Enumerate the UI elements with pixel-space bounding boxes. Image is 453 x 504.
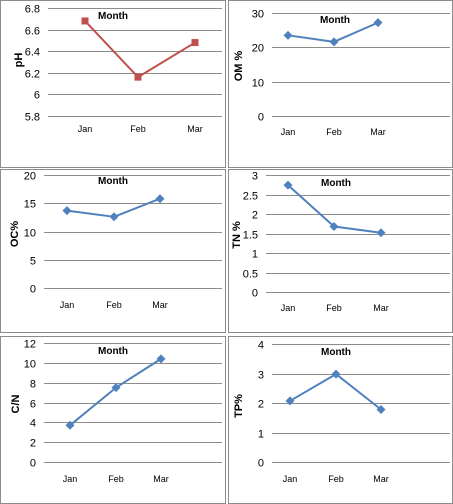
y-tick-label: 20 — [24, 171, 36, 183]
chart-title: Month — [98, 346, 128, 357]
y-axis-label: OM % — [233, 51, 245, 82]
data-point — [376, 404, 386, 414]
y-tick-label: 10 — [24, 228, 36, 240]
y-axis-label: pH — [13, 53, 25, 68]
y-tick-label: 0 — [258, 458, 264, 470]
data-point — [111, 383, 121, 393]
y-tick-label: 4 — [258, 340, 264, 352]
data-point — [81, 17, 89, 25]
data-point — [329, 221, 339, 231]
y-tick-label: 4 — [30, 418, 36, 430]
x-tick-label: Feb — [108, 474, 124, 484]
x-tick-label: Feb — [130, 124, 146, 134]
y-tick-label: 2 — [258, 399, 264, 411]
y-tick-label: 6.6 — [25, 26, 40, 38]
y-tick-label: 30 — [252, 9, 264, 21]
y-tick-label: 0 — [258, 112, 264, 124]
x-tick-label: Jan — [78, 124, 93, 134]
data-point — [65, 420, 75, 430]
chart-title: Month — [98, 11, 128, 22]
chart-svg: 0 10 20 30 Jan Feb Mar Month OM % — [228, 0, 453, 168]
y-tick-label: 20 — [252, 43, 264, 55]
data-point — [156, 354, 166, 364]
chart-svg: 5.8 6 6.2 6.4 6.6 6.8 Jan Feb Mar Month pH — [0, 0, 226, 168]
chart-title: Month — [98, 176, 128, 187]
y-tick-label: 6 — [30, 399, 36, 411]
chart-oc: 0 5 10 15 20 Jan Feb Mar Month OC% — [0, 169, 226, 333]
x-tick-label: Feb — [326, 127, 342, 137]
chart-frame — [0, 169, 226, 333]
y-tick-label: 6.2 — [25, 69, 40, 81]
data-point — [283, 30, 293, 40]
y-axis-label: TP% — [233, 394, 245, 418]
data-point — [109, 212, 119, 222]
data-point — [283, 180, 293, 190]
y-tick-label: 10 — [252, 78, 264, 90]
y-tick-label: 6.8 — [25, 4, 40, 16]
y-tick-label: 3 — [258, 370, 264, 382]
x-tick-label: Jan — [281, 303, 296, 313]
x-tick-label: Jan — [281, 127, 296, 137]
data-point — [62, 206, 72, 216]
chart-title: Month — [321, 178, 351, 189]
chart-om: 0 10 20 30 Jan Feb Mar Month OM % — [228, 0, 453, 168]
y-tick-label: 0 — [252, 288, 258, 300]
y-tick-label: 2 — [30, 438, 36, 450]
data-point — [331, 369, 341, 379]
data-point — [285, 396, 295, 406]
y-tick-label: 3 — [252, 171, 258, 183]
data-point — [191, 39, 199, 47]
chart-frame — [228, 0, 453, 168]
data-point — [155, 194, 165, 204]
y-axis-label: OC% — [9, 221, 21, 248]
x-tick-label: Jan — [283, 474, 298, 484]
y-tick-label: 10 — [24, 359, 36, 371]
data-point — [373, 18, 383, 28]
chart-svg: 0 1 2 3 4 Jan Feb Mar Month TP% — [228, 336, 453, 504]
y-tick-label: 5.8 — [25, 112, 40, 124]
chart-title: Month — [321, 347, 351, 358]
chart-tp: 0 1 2 3 4 Jan Feb Mar Month TP% — [228, 336, 453, 504]
chart-tn: 0 0.5 1 1.5 2 2.5 3 Jan Feb Mar Month TN % — [228, 169, 453, 333]
y-tick-label: 15 — [24, 199, 36, 211]
x-tick-label: Mar — [373, 303, 389, 313]
chart-svg: 0 0.5 1 1.5 2 2.5 3 Jan Feb Mar Month TN % — [228, 169, 453, 333]
x-tick-label: Feb — [326, 303, 342, 313]
y-tick-label: 1.5 — [243, 230, 258, 242]
x-tick-label: Mar — [187, 124, 203, 134]
x-tick-label: Mar — [152, 300, 168, 310]
x-tick-label: Feb — [328, 474, 344, 484]
x-tick-label: Mar — [370, 127, 386, 137]
x-tick-label: Mar — [373, 474, 389, 484]
chart-title: Month — [320, 15, 350, 26]
y-tick-label: 5 — [30, 256, 36, 268]
x-tick-label: Feb — [106, 300, 122, 310]
chart-svg: 0 2 4 6 8 10 12 Jan Feb Mar Month C/N — [0, 336, 226, 504]
chart-frame — [228, 169, 453, 333]
y-tick-label: 6 — [34, 90, 40, 102]
y-tick-label: 2 — [252, 210, 258, 222]
chart-cn: 0 2 4 6 8 10 12 Jan Feb Mar Month C/N — [0, 336, 226, 504]
y-tick-label: 12 — [24, 339, 36, 351]
y-axis-label: C/N — [10, 394, 22, 413]
chart-ph: 5.8 6 6.2 6.4 6.6 6.8 Jan Feb Mar Month pH — [0, 0, 226, 168]
y-tick-label: 8 — [30, 379, 36, 391]
y-tick-label: 6.4 — [25, 47, 40, 59]
y-tick-label: 2.5 — [243, 191, 258, 203]
data-point — [134, 73, 142, 81]
y-tick-label: 1 — [252, 249, 258, 261]
y-tick-label: 0 — [30, 284, 36, 296]
x-tick-label: Mar — [153, 474, 169, 484]
x-tick-label: Jan — [63, 474, 78, 484]
chart-frame — [0, 0, 226, 168]
y-tick-label: 0.5 — [243, 269, 258, 281]
y-tick-label: 0 — [30, 458, 36, 470]
y-tick-label: 1 — [258, 429, 264, 441]
x-tick-label: Jan — [60, 300, 75, 310]
data-point — [329, 37, 339, 47]
y-axis-label: TN % — [231, 221, 243, 249]
chart-frame — [0, 336, 226, 504]
chart-svg: 0 5 10 15 20 Jan Feb Mar Month OC% — [0, 169, 226, 333]
data-point — [376, 228, 386, 238]
